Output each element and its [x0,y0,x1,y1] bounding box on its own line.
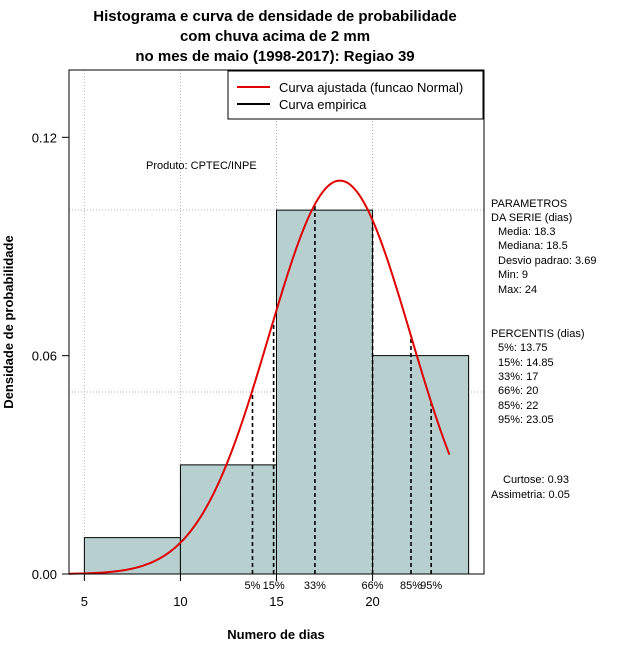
legend-label-fitted: Curva ajustada (funcao Normal) [279,80,463,95]
stat-p95: 95%: 23.05 [498,414,554,426]
stat-curtose: Curtose: 0.93 [503,474,569,486]
y-axis: 0.00 0.06 0.12 [32,130,69,582]
histogram-bar [276,210,373,575]
y-tick-label: 0.06 [32,349,57,364]
histogram-bars [83,209,470,575]
params-title-2: DA SERIE (dias) [491,212,572,224]
statistics-panel: PARAMETROS DA SERIE (dias) Media: 18.3 M… [491,198,596,501]
stat-p66: 66%: 20 [498,385,538,397]
percentile-label: 85% [400,580,422,592]
chart-title-line-3: no mes de maio (1998-2017): Regiao 39 [135,48,414,65]
legend-label-empirical: Curva empirica [279,97,367,112]
product-credit: Produto: CPTEC/INPE [146,160,257,172]
legend-box [227,70,484,120]
legend: Curva ajustada (funcao Normal) Curva emp… [227,70,484,120]
stat-p33: 33%: 17 [498,371,538,383]
x-tick-label: 15 [269,594,283,609]
stat-assimetria: Assimetria: 0.05 [491,489,570,501]
params-title-1: PARAMETROS [491,198,567,210]
x-axis-label: Numero de dias [227,627,325,642]
normal-curve-path [68,179,451,575]
stat-p85: 85%: 22 [498,400,538,412]
stat-min: Min: 9 [498,269,528,281]
stat-media: Media: 18.3 [498,226,555,238]
percentile-lines: 5% 15% 33% 66% 85%95% [245,204,442,592]
percentis-title: PERCENTIS (dias) [491,328,585,340]
percentile-label: 33% [304,580,326,592]
x-tick-label: 10 [173,594,187,609]
percentile-label: 5% [245,580,261,592]
percentile-label: 66% [362,580,384,592]
y-axis-label: Densidade de probabilidade [1,235,16,408]
chart-title-line-2: com chuva acima de 2 mm [180,28,370,45]
histogram-bar-outline [372,355,470,574]
y-tick-label: 0.12 [32,130,57,145]
histogram-bar [372,355,469,574]
stat-p15: 15%: 14.85 [498,357,554,369]
stat-mediana: Mediana: 18.5 [498,240,568,252]
normal-curve [68,179,451,575]
stat-desvio: Desvio padrao: 3.69 [498,255,596,267]
x-tick-label: 5 [81,594,88,609]
chart-title-line-1: Histograma e curva de densidade de proba… [93,8,456,25]
percentile-label: 95% [420,580,442,592]
x-tick-label: 20 [365,594,379,609]
y-tick-label: 0.00 [32,567,57,582]
stat-p5: 5%: 13.75 [498,342,548,354]
stat-max: Max: 24 [498,284,537,296]
x-axis: 5 10 15 20 [81,573,380,609]
percentile-label: 15% [263,580,285,592]
histogram-bar [180,464,277,574]
